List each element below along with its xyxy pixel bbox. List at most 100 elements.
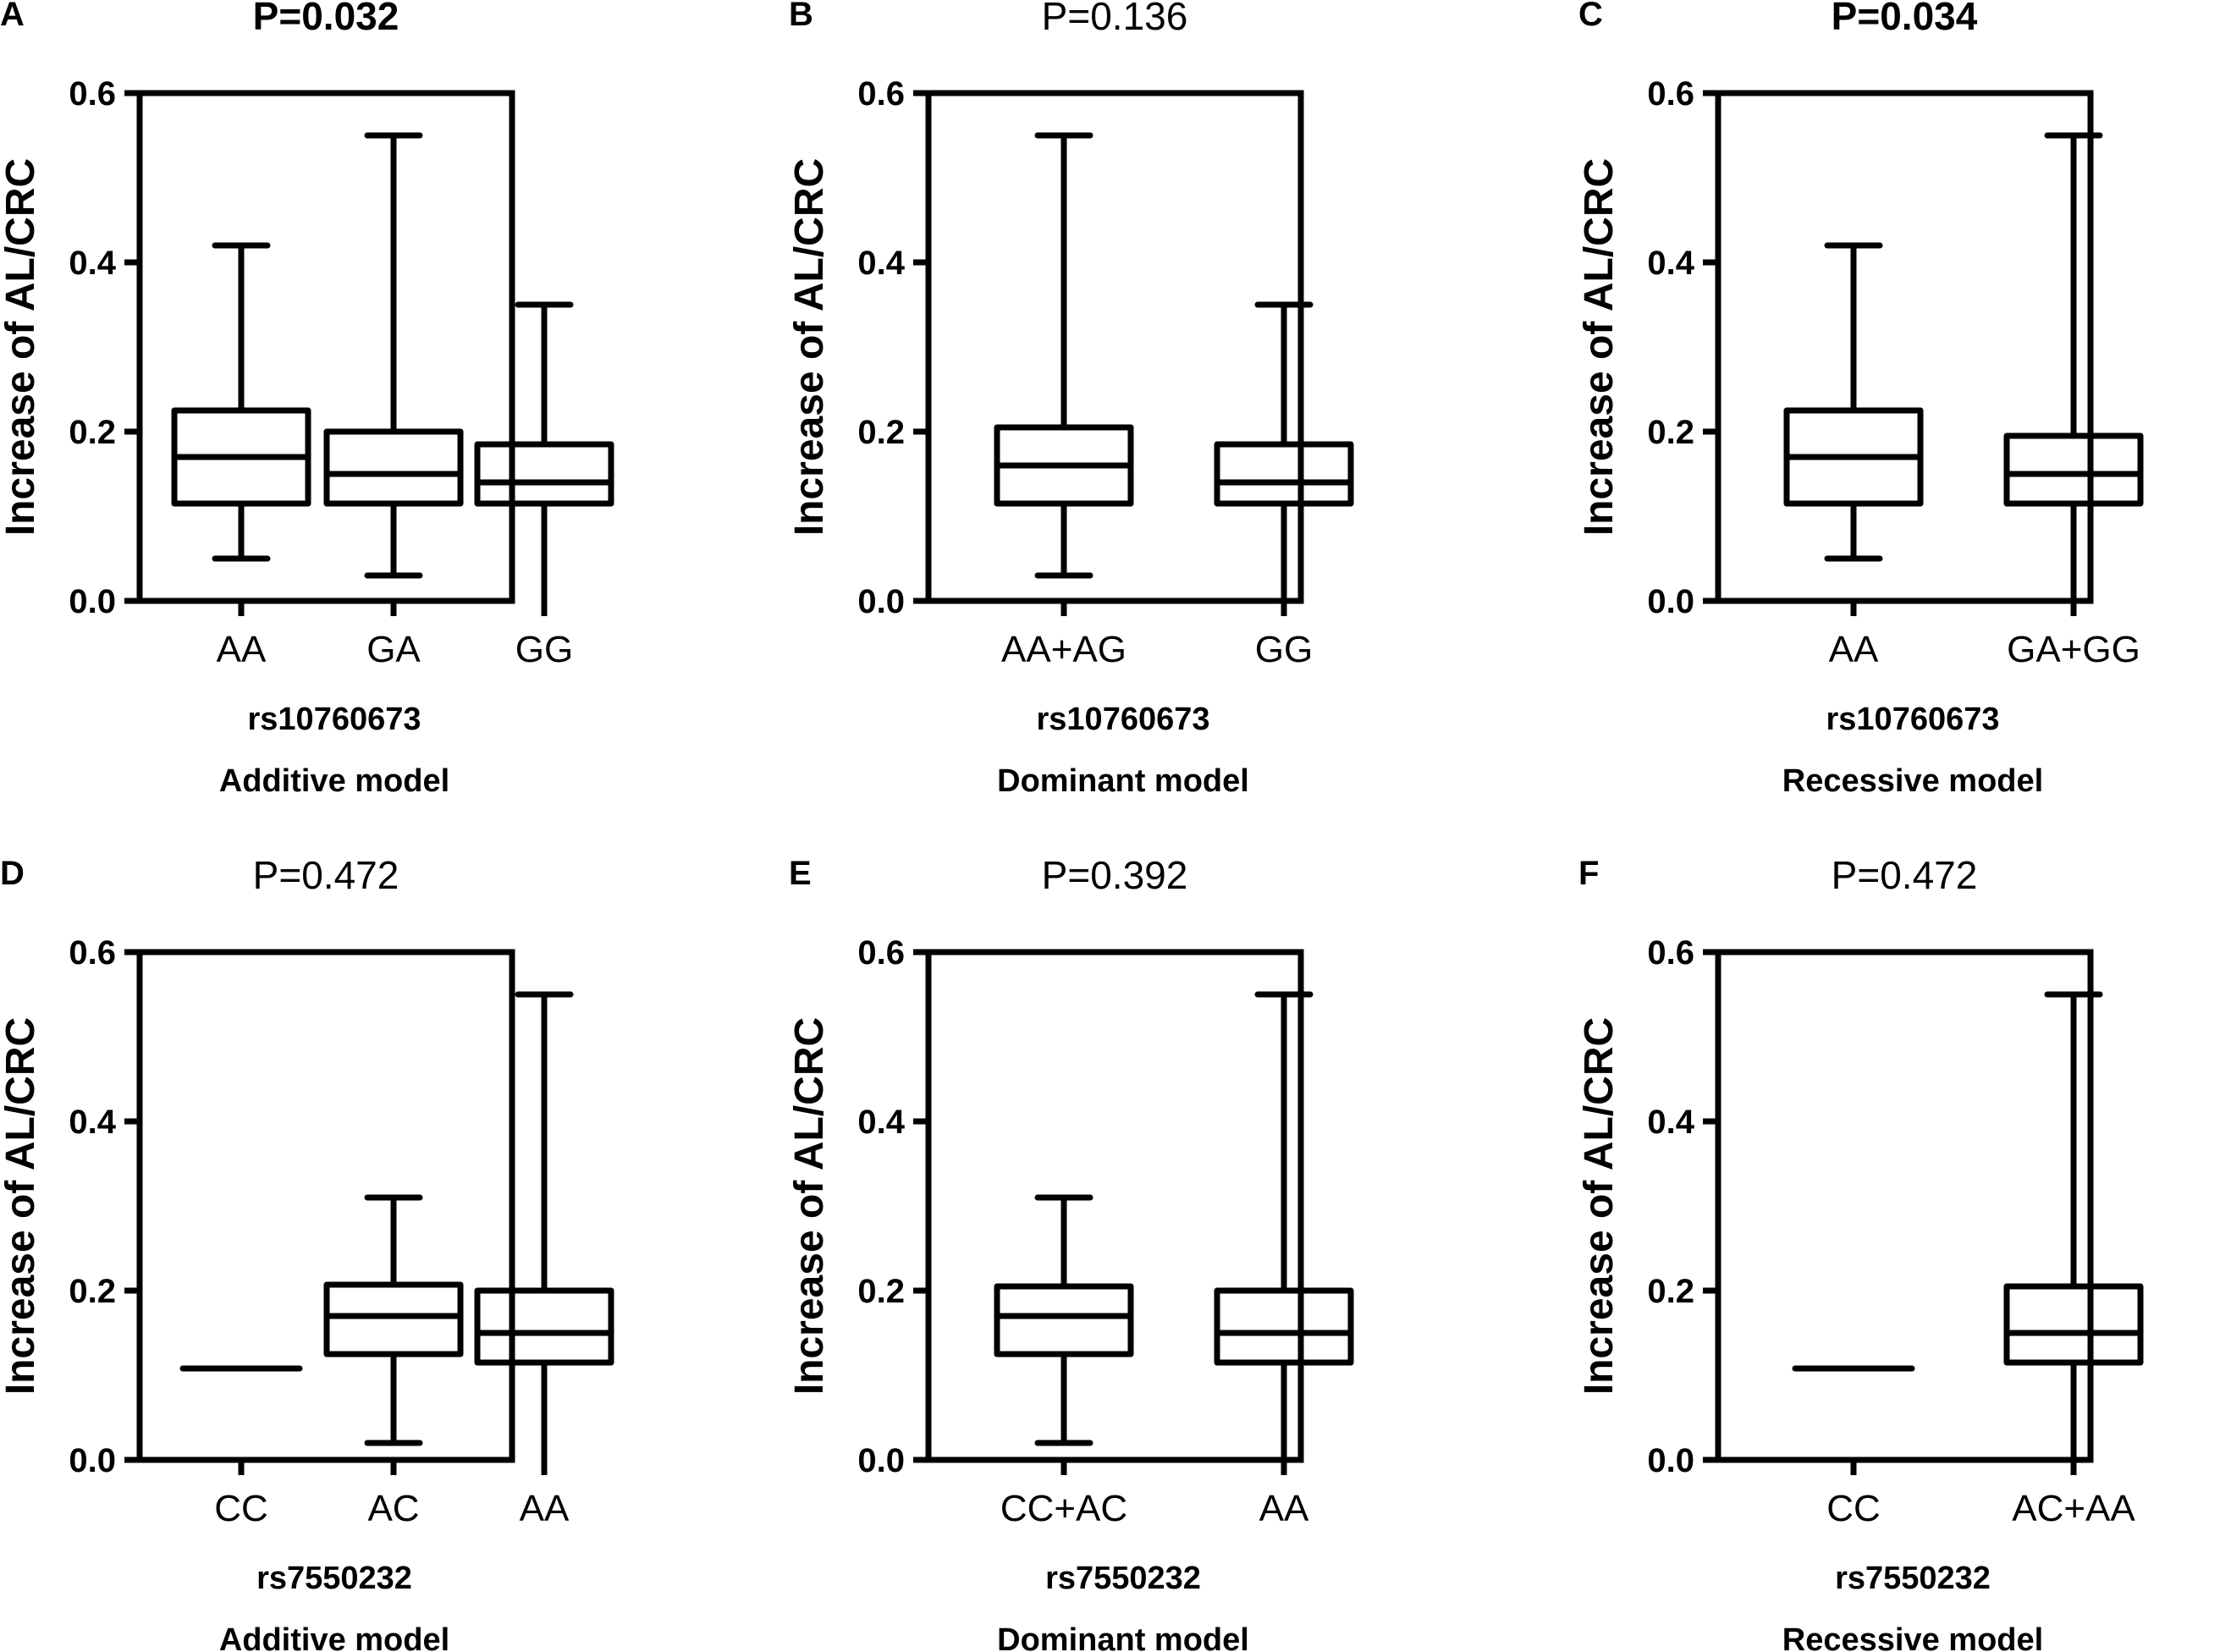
y-tick-label: 0.2 <box>1647 1273 1694 1310</box>
iqr-box <box>327 1285 460 1354</box>
panel-b: B P=0.136 Increase of AL/CRC 0.0 0.2 0.4 0.6 AA… <box>787 0 1351 799</box>
x-tick-label: CC+AC <box>1000 1488 1127 1529</box>
y-tick-label: 0.2 <box>857 1273 905 1310</box>
model-label: Additive model <box>219 1622 449 1652</box>
panel-letter: F <box>1578 855 1599 892</box>
box-gg: GG <box>1217 305 1351 670</box>
y-tick-label: 0.2 <box>69 1273 116 1310</box>
y-tick-label: 0.2 <box>1647 414 1694 451</box>
panel-c: C P=0.034 Increase of AL/CRC 0.0 0.2 0.4 0.6 AA… <box>1577 0 2140 799</box>
box-ga: GA <box>327 135 460 670</box>
snp-label: rs7550232 <box>1835 1561 1991 1596</box>
panel-letter: B <box>789 0 813 33</box>
model-label: Recessive model <box>1782 763 2043 799</box>
y-axis-label: Increase of AL/CRC <box>787 1017 832 1395</box>
model-label: Additive model <box>219 763 449 799</box>
p-value-title: P=0.392 <box>1042 853 1188 897</box>
box-aa: AA <box>1787 245 1920 670</box>
y-tick-label: 0.0 <box>69 583 116 620</box>
box-cc: CC <box>183 1368 300 1529</box>
box-cc-plus-ac: CC+AC <box>997 1198 1131 1529</box>
panel-e: E P=0.392 Increase of AL/CRC 0.0 0.2 0.4 0.6 CC… <box>787 853 1351 1652</box>
y-tick-label: 0.6 <box>857 75 905 113</box>
box-gg: GG <box>477 305 611 670</box>
y-tick-label: 0.6 <box>1647 934 1694 972</box>
y-axis-label: Increase of AL/CRC <box>0 158 43 536</box>
model-label: Recessive model <box>1782 1622 2043 1652</box>
iqr-box <box>2007 1286 2140 1363</box>
panel-letter: D <box>0 855 25 892</box>
x-tick-label: AA <box>520 1488 570 1529</box>
y-tick-label: 0.4 <box>69 245 116 282</box>
p-value-title: P=0.032 <box>253 0 399 38</box>
snp-label: rs10760673 <box>1826 702 2000 737</box>
y-tick-label: 0.4 <box>857 245 905 282</box>
model-label: Dominant model <box>997 1622 1249 1652</box>
panel-letter: E <box>789 855 812 892</box>
p-value-title: P=0.472 <box>253 853 399 897</box>
y-tick-label: 0.6 <box>69 75 116 113</box>
iqr-box <box>1217 444 1351 504</box>
y-tick-label: 0.4 <box>1647 245 1694 282</box>
box-cc: CC <box>1795 1368 1912 1529</box>
plot-frame <box>928 952 1301 1460</box>
x-tick-label: GG <box>1255 629 1313 670</box>
box-aa-plus-ag: AA+AG <box>997 135 1131 670</box>
y-tick-label: 0.4 <box>857 1104 905 1141</box>
panel-d: D P=0.472 Increase of AL/CRC 0.0 0.2 0.4 0.6 CC… <box>0 853 611 1652</box>
iqr-box <box>477 444 611 504</box>
box-ga-plus-gg: GA+GG <box>2007 135 2140 670</box>
x-tick-label: AA+AG <box>1001 629 1127 670</box>
panel-letter: A <box>0 0 25 33</box>
x-tick-label: AA <box>1829 629 1879 670</box>
y-axis-label: Increase of AL/CRC <box>1577 1017 1622 1395</box>
plot-frame <box>1718 952 2091 1460</box>
p-value-title: P=0.034 <box>1832 0 1978 38</box>
y-tick-label: 0.4 <box>69 1104 116 1141</box>
y-tick-label: 0.0 <box>69 1442 116 1479</box>
plot-frame <box>1718 93 2091 601</box>
y-axis-label: Increase of AL/CRC <box>1577 158 1622 536</box>
model-label: Dominant model <box>997 763 1249 799</box>
box-aa: AA <box>477 994 611 1529</box>
x-tick-label: AA <box>217 629 267 670</box>
iqr-box <box>327 432 460 504</box>
plot-frame <box>928 93 1301 601</box>
box-plot-figure: A P=0.032 Increase of AL/CRC 0.0 0.2 0.4 0.6 AA… <box>0 0 2231 1652</box>
panel-letter: C <box>1578 0 1603 33</box>
x-tick-label: CC <box>1826 1488 1881 1529</box>
x-tick-label: GG <box>515 629 573 670</box>
x-tick-label: AA <box>1259 1488 1309 1529</box>
y-tick-label: 0.6 <box>1647 75 1694 113</box>
snp-label: rs7550232 <box>1045 1561 1201 1596</box>
panel-f: F P=0.472 Increase of AL/CRC 0.0 0.2 0.4 0.6 CC… <box>1577 853 2140 1652</box>
y-tick-label: 0.0 <box>857 583 905 620</box>
iqr-box <box>997 1286 1131 1354</box>
box-aa: AA <box>174 245 308 670</box>
x-tick-label: GA <box>366 629 421 670</box>
x-tick-label: GA+GG <box>2007 629 2140 670</box>
y-tick-label: 0.0 <box>1647 583 1694 620</box>
snp-label: rs10760673 <box>1037 702 1210 737</box>
box-ac-plus-aa: AC+AA <box>2007 994 2140 1529</box>
iqr-box <box>2007 436 2140 504</box>
p-value-title: P=0.136 <box>1042 0 1188 38</box>
box-aa: AA <box>1217 994 1351 1529</box>
y-tick-label: 0.0 <box>1647 1442 1694 1479</box>
x-tick-label: CC <box>214 1488 268 1529</box>
p-value-title: P=0.472 <box>1832 853 1978 897</box>
x-tick-label: AC+AA <box>2012 1488 2135 1529</box>
box-ac: AC <box>327 1198 460 1529</box>
y-tick-label: 0.4 <box>1647 1104 1694 1141</box>
y-axis-label: Increase of AL/CRC <box>0 1017 43 1395</box>
y-tick-label: 0.6 <box>857 934 905 972</box>
snp-label: rs7550232 <box>256 1561 412 1596</box>
iqr-box <box>477 1291 611 1363</box>
y-axis-label: Increase of AL/CRC <box>787 158 832 536</box>
y-tick-label: 0.2 <box>69 414 116 451</box>
snp-label: rs10760673 <box>248 702 421 737</box>
y-tick-label: 0.0 <box>857 1442 905 1479</box>
plot-frame <box>140 93 512 601</box>
plot-frame <box>140 952 512 1460</box>
y-tick-label: 0.6 <box>69 934 116 972</box>
